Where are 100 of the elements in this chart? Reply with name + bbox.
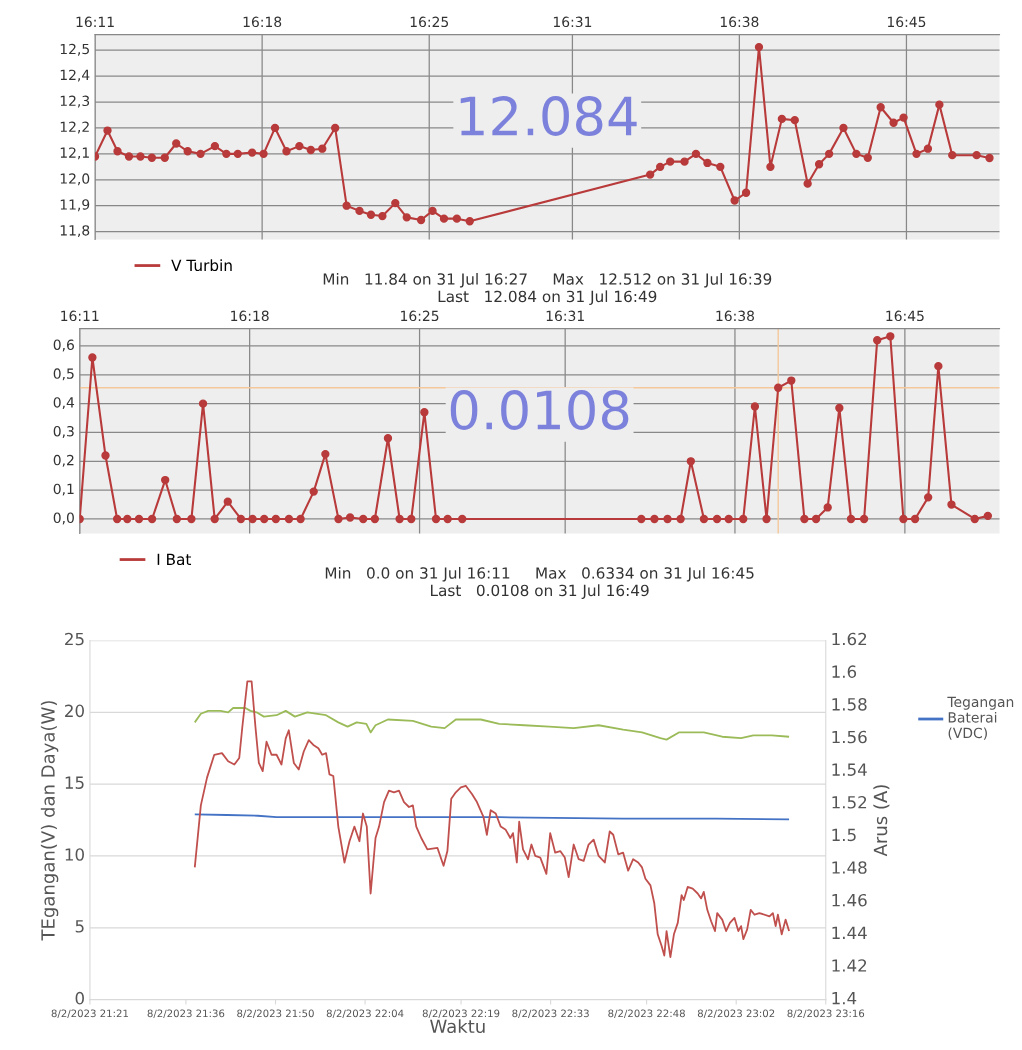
point bbox=[947, 500, 956, 509]
x-tick-label: 16:31 bbox=[553, 16, 592, 28]
point bbox=[724, 514, 733, 524]
y2-tick-label: 1.4 bbox=[832, 992, 857, 1005]
point bbox=[889, 118, 898, 127]
y-tick-label: 0,1 bbox=[53, 483, 74, 496]
x-tick-label: 16:11 bbox=[76, 16, 114, 28]
point bbox=[124, 152, 134, 161]
point bbox=[88, 353, 97, 362]
point bbox=[777, 114, 787, 124]
y-tick-label: 11,8 bbox=[60, 225, 90, 238]
point bbox=[934, 361, 943, 371]
text: Min 11.84 on 31 Jul 16:27 Max 12.512 on 31 Jul 16:39 bbox=[323, 272, 772, 288]
point bbox=[222, 149, 231, 159]
point bbox=[233, 149, 242, 159]
point bbox=[282, 147, 291, 156]
point bbox=[650, 514, 659, 524]
y-tick-label: 5 bbox=[75, 920, 84, 933]
point bbox=[766, 162, 775, 171]
point bbox=[378, 211, 387, 221]
point bbox=[716, 162, 725, 171]
y2-tick-label: 1.42 bbox=[832, 959, 867, 972]
point bbox=[295, 141, 304, 151]
point bbox=[383, 434, 393, 443]
point bbox=[686, 457, 695, 466]
x-tick-label: 8/2/2023 21:50 bbox=[237, 1009, 314, 1018]
point bbox=[187, 514, 196, 524]
point bbox=[859, 514, 869, 524]
y-tick-label: 12,2 bbox=[60, 121, 89, 134]
point bbox=[136, 152, 145, 161]
point bbox=[334, 514, 343, 524]
point bbox=[680, 157, 689, 166]
point bbox=[196, 149, 205, 159]
y2-tick-label: 1.62 bbox=[832, 632, 867, 646]
point bbox=[800, 514, 809, 524]
point bbox=[101, 451, 110, 460]
point bbox=[183, 147, 192, 156]
point bbox=[452, 214, 462, 223]
point bbox=[270, 123, 280, 133]
y2-tick-label: 1.52 bbox=[832, 795, 867, 809]
y2-tick-label: 1.44 bbox=[832, 926, 867, 939]
point bbox=[823, 503, 832, 512]
y-tick-label: 15 bbox=[65, 776, 84, 789]
point bbox=[835, 403, 844, 413]
x-tick-label: 16:11 bbox=[61, 310, 99, 322]
point bbox=[355, 206, 364, 216]
point bbox=[876, 103, 885, 112]
point bbox=[210, 141, 220, 151]
point bbox=[739, 514, 748, 524]
y-tick-label: 11,9 bbox=[60, 199, 90, 212]
point bbox=[248, 514, 257, 524]
point bbox=[271, 514, 281, 524]
point bbox=[420, 408, 429, 417]
point bbox=[803, 179, 812, 188]
point bbox=[431, 514, 441, 524]
point bbox=[198, 399, 208, 408]
point bbox=[296, 514, 305, 524]
point bbox=[342, 201, 351, 210]
point bbox=[676, 514, 685, 524]
y2-tick-label: 1.56 bbox=[832, 730, 867, 744]
y2-tick-label: 1.5 bbox=[832, 828, 856, 842]
point bbox=[123, 514, 132, 524]
y2-tick-label: 1.6 bbox=[832, 665, 857, 678]
point bbox=[948, 151, 957, 160]
x-axis-title: Waktu bbox=[430, 1019, 485, 1034]
x-tick-label: 16:18 bbox=[231, 310, 269, 322]
point bbox=[873, 336, 882, 345]
point bbox=[321, 449, 330, 459]
point bbox=[699, 514, 709, 524]
y-tick-label: 12,4 bbox=[60, 69, 90, 82]
point bbox=[839, 123, 848, 133]
y-tick-label: 0,6 bbox=[53, 339, 74, 352]
x-tick-label: 8/2/2023 21:36 bbox=[147, 1009, 225, 1018]
y2-tick-label: 1.54 bbox=[832, 763, 867, 776]
point bbox=[113, 147, 122, 156]
x-tick-label: 8/2/2023 21:21 bbox=[51, 1009, 128, 1018]
text: Min 0.0 on 31 Jul 16:11 Max 0.6334 on 31 Jul 16:45 bbox=[325, 566, 754, 582]
y-tick-label: 0,3 bbox=[53, 425, 74, 438]
y-tick-label: 0,4 bbox=[53, 397, 75, 410]
point bbox=[666, 157, 675, 166]
point bbox=[395, 514, 404, 524]
y-tick-label: 0,0 bbox=[53, 512, 74, 525]
y-tick-label: 12,1 bbox=[60, 147, 89, 160]
point bbox=[402, 213, 411, 222]
point bbox=[103, 126, 112, 135]
point bbox=[811, 514, 821, 524]
point bbox=[750, 402, 760, 411]
point bbox=[983, 511, 993, 521]
point bbox=[712, 514, 722, 524]
point bbox=[852, 149, 861, 159]
point bbox=[112, 514, 122, 524]
point bbox=[886, 332, 895, 341]
y-axis-title: TEgangan(V) dan Daya(W) bbox=[40, 701, 59, 941]
point bbox=[924, 493, 933, 502]
point bbox=[147, 514, 157, 524]
y-tick-label: 12,0 bbox=[60, 173, 90, 186]
point bbox=[985, 153, 994, 163]
point bbox=[663, 514, 672, 524]
y2-axis-title: Arus (A) bbox=[873, 785, 890, 857]
line-series bbox=[193, 707, 790, 741]
